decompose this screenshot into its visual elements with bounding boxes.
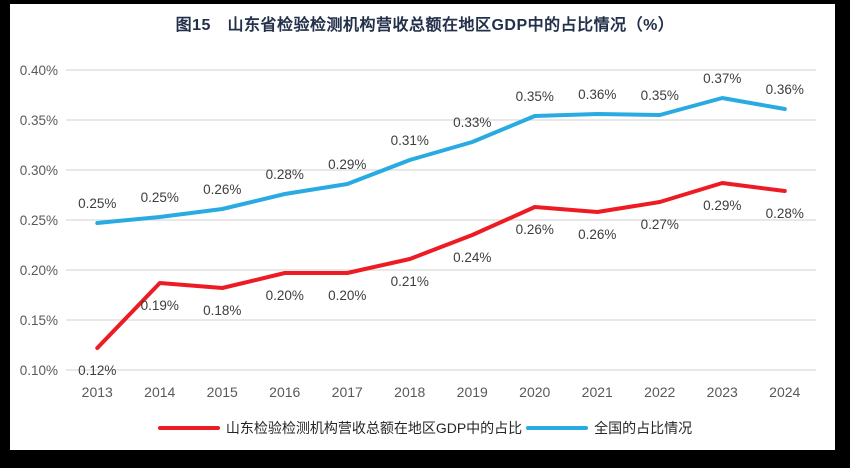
data-point-label: 0.33% [453, 115, 491, 130]
x-axis-tick-label: 2023 [707, 384, 738, 400]
y-axis-tick-label: 0.35% [20, 113, 58, 128]
legend-label-national: 全国的占比情况 [594, 420, 693, 436]
y-axis-tick-label: 0.25% [20, 213, 58, 228]
data-point-label: 0.26% [203, 182, 241, 197]
x-axis-tick-label: 2014 [144, 384, 175, 400]
data-point-label: 0.21% [391, 274, 429, 289]
data-point-label: 0.20% [328, 288, 366, 303]
data-point-label: 0.28% [766, 206, 804, 221]
data-point-label: 0.27% [641, 217, 679, 232]
x-axis-tick-label: 2013 [82, 384, 113, 400]
data-point-label: 0.20% [266, 288, 304, 303]
x-axis-tick-label: 2021 [582, 384, 613, 400]
data-point-label: 0.37% [703, 71, 741, 86]
x-axis-tick-label: 2015 [207, 384, 238, 400]
y-axis-tick-label: 0.20% [20, 263, 58, 278]
data-point-label: 0.36% [578, 87, 616, 102]
data-point-label: 0.35% [641, 88, 679, 103]
legend-swatch-blue-line [526, 426, 589, 430]
legend-item-national: 全国的占比情况 [526, 418, 692, 438]
x-axis-tick-label: 2020 [519, 384, 550, 400]
y-axis-tick-label: 0.30% [20, 163, 58, 178]
data-point-label: 0.18% [203, 303, 241, 318]
x-axis-tick-label: 2017 [332, 384, 363, 400]
data-point-label: 0.12% [78, 363, 116, 378]
y-axis-tick-label: 0.15% [20, 313, 58, 328]
series-line [95, 181, 787, 350]
x-axis-tick-label: 2019 [457, 384, 488, 400]
data-point-label: 0.24% [453, 250, 491, 265]
legend-item-shandong: 山东检验检测机构营收总额在地区GDP中的占比 [157, 418, 523, 438]
data-point-label: 0.31% [391, 133, 429, 148]
series-line [95, 96, 787, 225]
x-axis-tick-label: 2024 [769, 384, 800, 400]
x-axis-tick-label: 2016 [269, 384, 300, 400]
data-point-label: 0.26% [516, 222, 554, 237]
data-point-label: 0.29% [328, 157, 366, 172]
data-point-label: 0.29% [703, 198, 741, 213]
data-point-label: 0.25% [141, 190, 179, 205]
data-point-label: 0.28% [266, 167, 304, 182]
y-axis-tick-label: 0.40% [20, 63, 58, 78]
data-point-label: 0.35% [516, 89, 554, 104]
chart-panel [10, 4, 835, 450]
chart-title: 图15 山东省检验检测机构营收总额在地区GDP中的占比情况（%） [175, 17, 675, 34]
data-point-label: 0.26% [578, 227, 616, 242]
legend-swatch-red-line [157, 426, 220, 430]
y-axis-tick-label: 0.10% [20, 363, 58, 378]
x-axis-tick-label: 2018 [394, 384, 425, 400]
data-point-label: 0.25% [78, 196, 116, 211]
x-axis-tick-label: 2022 [644, 384, 675, 400]
data-point-label: 0.19% [141, 298, 179, 313]
data-point-label: 0.36% [766, 82, 804, 97]
legend-label-shandong: 山东检验检测机构营收总额在地区GDP中的占比 [225, 420, 523, 436]
chart-legend: 山东检验检测机构营收总额在地区GDP中的占比 全国的占比情况 [0, 418, 850, 438]
